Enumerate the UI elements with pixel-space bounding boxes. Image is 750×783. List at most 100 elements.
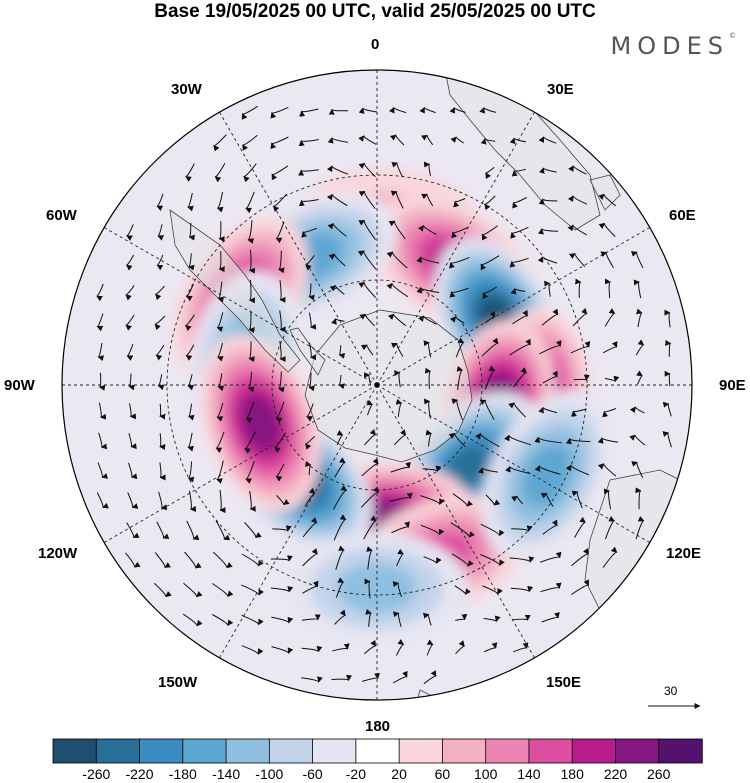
wind-vector: [426, 639, 434, 656]
wind-vector: [484, 195, 496, 211]
wind-vector: [534, 465, 561, 475]
wind-vector: [125, 552, 141, 568]
wind-vector: [604, 375, 620, 383]
wind-vector: [571, 579, 590, 596]
wind-vector: [215, 520, 231, 541]
wind-vector: [511, 168, 527, 177]
wind-vector: [271, 646, 294, 654]
wind-vector: [449, 256, 470, 269]
wind-vector: [241, 584, 264, 596]
wind-vector: [482, 585, 503, 595]
wind-vector: [156, 193, 164, 212]
wind-vector: [212, 583, 234, 597]
colorbar-tick-label: -60: [302, 766, 323, 782]
wind-vector: [449, 107, 466, 114]
wind-vector: [187, 403, 195, 421]
wind-vector: [361, 457, 379, 477]
wind-vector: [389, 134, 405, 146]
wind-vector: [541, 308, 559, 326]
wind-vector: [186, 283, 194, 302]
wind-vector: [338, 374, 345, 390]
wind-vector: [156, 254, 164, 271]
wind-vector: [602, 341, 618, 354]
wind-vector: [481, 337, 499, 357]
wind-vector: [241, 614, 264, 626]
wind-vector: [243, 163, 257, 183]
wind-vector: [245, 191, 255, 214]
wind-vector: [423, 556, 442, 564]
meridian-line: [376, 111, 535, 386]
colorbar-tick-label: 220: [603, 766, 628, 782]
wind-vector: [302, 517, 318, 538]
wind-vector: [565, 437, 591, 445]
wind-vector: [635, 487, 642, 510]
wind-vector: [508, 402, 527, 418]
wind-vector: [328, 253, 346, 267]
wind-vector: [363, 639, 377, 655]
wind-vector: [333, 514, 347, 541]
wind-vector: [538, 198, 558, 205]
wind-vector: [482, 286, 498, 300]
wind-vector: [512, 614, 531, 621]
wind-vector: [328, 108, 349, 115]
wind-vector: [479, 107, 497, 114]
wind-vector: [423, 161, 431, 176]
wind-vector: [154, 552, 171, 568]
wind-vector: [570, 341, 591, 354]
colorbar-tick-label: 60: [434, 766, 451, 782]
wind-vector: [455, 337, 465, 358]
wind-vector: [365, 608, 372, 627]
wind-vector: [631, 461, 644, 479]
wind-vector: [301, 614, 321, 621]
wind-vector: [538, 167, 557, 174]
wind-vector: [451, 227, 468, 239]
wind-vector: [539, 551, 562, 563]
wind-vector: [96, 492, 109, 509]
colorbar-tick-label: 20: [391, 766, 407, 782]
wind-vector: [248, 249, 256, 274]
wind-vector: [129, 403, 137, 420]
wind-vector: [158, 491, 168, 511]
wind-vector: [241, 645, 264, 655]
lon-label-150w: 150W: [158, 674, 198, 691]
wind-vector: [156, 521, 170, 540]
colorbar-swatch: [182, 738, 227, 764]
wind-vector: [298, 199, 319, 207]
wind-vector: [540, 582, 562, 593]
wind-vector: [335, 577, 345, 598]
colorbar-tick-label: 140: [517, 766, 541, 782]
wind-vector: [423, 670, 437, 685]
lon-label-180: 180: [365, 718, 391, 735]
wind-vector: [270, 555, 293, 562]
wind-vector: [360, 486, 380, 508]
wind-vector: [602, 546, 618, 568]
wind-vector: [358, 281, 376, 298]
wind-vector: [396, 548, 404, 567]
wind-vector: [421, 134, 434, 146]
wind-vector: [155, 344, 165, 361]
wind-vector: [451, 398, 463, 421]
wind-vector: [571, 548, 589, 567]
wind-vector: [185, 314, 195, 332]
wind-vector: [664, 309, 671, 328]
wind-vector: [359, 313, 375, 327]
modes-logo: MODES©: [611, 32, 736, 60]
colorbar: [52, 738, 703, 764]
colorbar-swatch: [268, 738, 314, 764]
wind-vector: [272, 525, 292, 532]
wind-vector: [98, 372, 106, 391]
wind-vector: [418, 315, 437, 325]
wind-vector: [598, 222, 616, 238]
wind-vector: [512, 197, 528, 209]
wind-vector: [187, 374, 194, 391]
colorbar-swatch: [528, 738, 573, 764]
wind-vector: [332, 643, 350, 652]
wind-vector: [484, 365, 496, 390]
wind-vector: [386, 282, 409, 298]
wind-vector: [364, 578, 371, 599]
wind-vector: [216, 342, 224, 362]
wind-vector: [455, 613, 468, 621]
wind-vector: [308, 372, 315, 392]
wind-vector: [363, 372, 372, 386]
wind-vector: [218, 250, 225, 273]
